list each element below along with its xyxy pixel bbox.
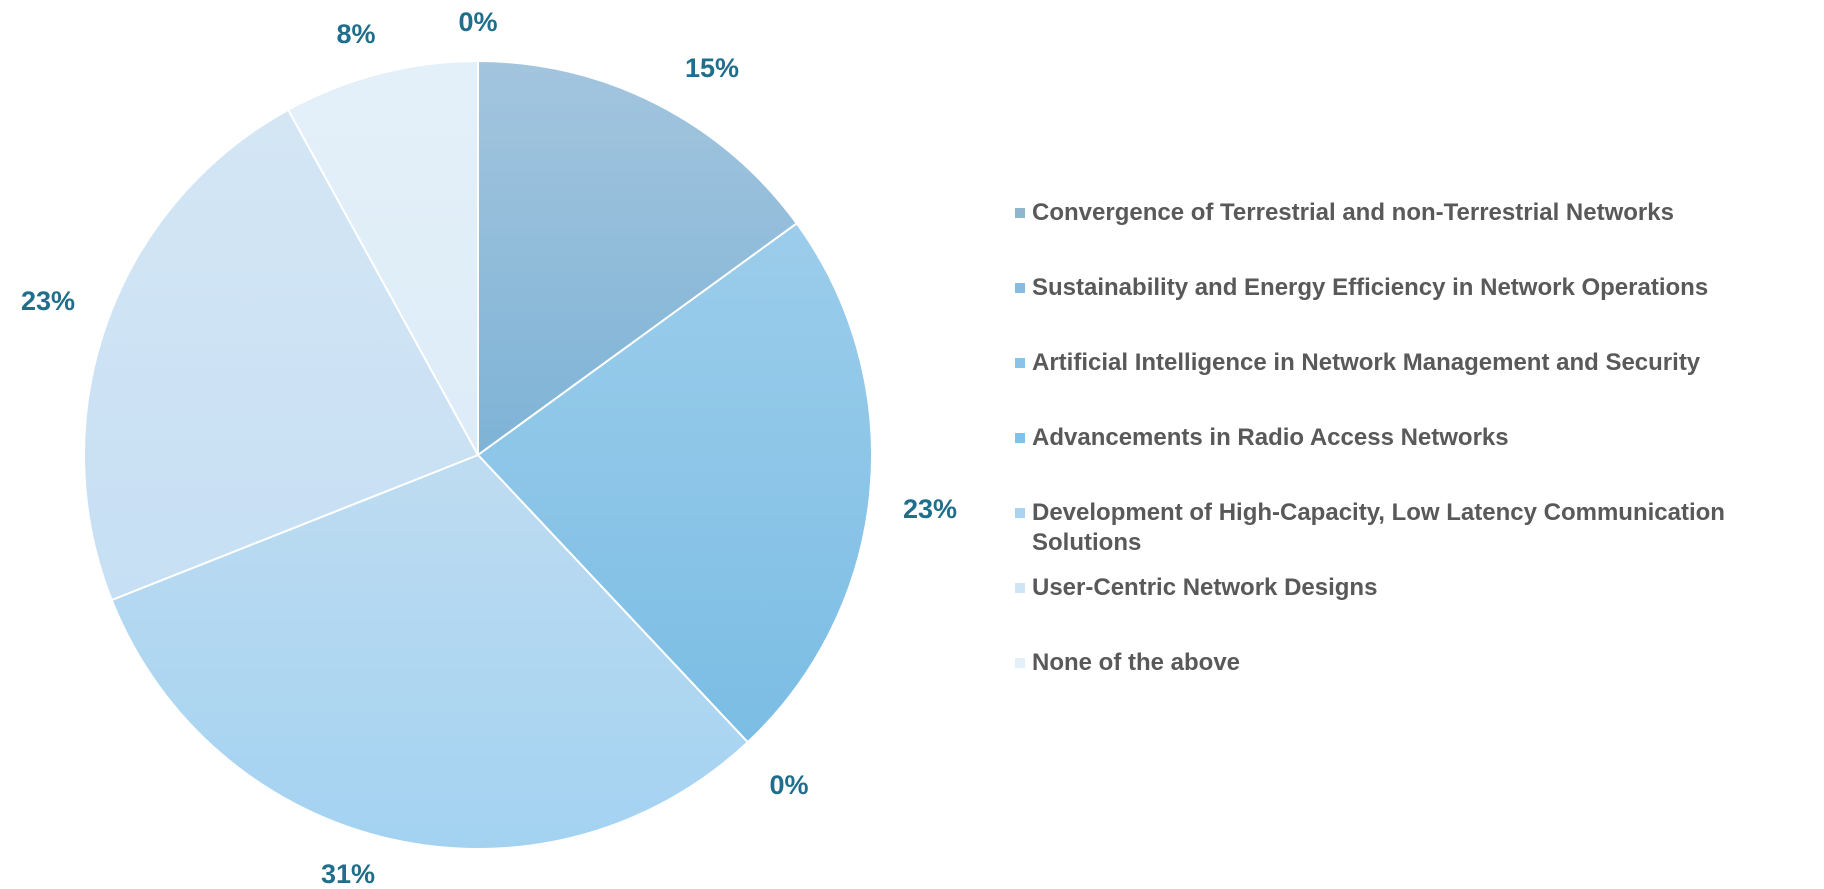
- legend-item: Advancements in Radio Access Networks: [1015, 423, 1822, 453]
- legend-label: Advancements in Radio Access Networks: [1032, 424, 1509, 451]
- slice-percent-label: 23%: [21, 286, 75, 316]
- legend-swatch: [1015, 508, 1025, 518]
- pie-slices: [83, 59, 873, 850]
- legend-label: User-Centric Network Designs: [1032, 574, 1378, 601]
- slice-percent-label: 0%: [769, 770, 808, 800]
- slice-percent-label: 0%: [458, 7, 497, 37]
- legend-swatch: [1015, 583, 1025, 593]
- pie-slice: [83, 108, 480, 602]
- slice-percent-label: 8%: [336, 19, 375, 49]
- legend-label: Convergence of Terrestrial and non-Terre…: [1032, 199, 1674, 226]
- legend-swatch: [1015, 208, 1025, 218]
- legend-swatch: [1015, 358, 1025, 368]
- slice-percent-label: 31%: [321, 859, 375, 889]
- legend-item: Sustainability and Energy Efficiency in …: [1015, 273, 1822, 303]
- pie-slice: [110, 453, 750, 850]
- pie-percent-labels: 15% 23% 0% 31% 23% 8% 0%: [21, 7, 957, 889]
- legend-swatch: [1015, 283, 1025, 293]
- legend-item: User-Centric Network Designs: [1015, 573, 1822, 603]
- slice-percent-label: 23%: [903, 494, 957, 524]
- slice-percent-label: 15%: [685, 53, 739, 83]
- legend-item: Convergence of Terrestrial and non-Terre…: [1015, 198, 1822, 228]
- legend-item: None of the above: [1015, 648, 1822, 678]
- legend-swatch: [1015, 658, 1025, 668]
- legend-label: None of the above: [1032, 649, 1241, 676]
- legend-label: Sustainability and Energy Efficiency in …: [1032, 274, 1709, 301]
- legend-item: Development of High-Capacity, Low Latenc…: [1015, 498, 1822, 558]
- legend-swatch: [1015, 433, 1025, 443]
- legend-item: Artificial Intelligence in Network Manag…: [1015, 348, 1822, 378]
- legend-label: Artificial Intelligence in Network Manag…: [1032, 349, 1701, 376]
- pie-slice: [477, 59, 799, 457]
- legend-label: Development of High-Capacity, Low Latenc…: [1032, 499, 1725, 556]
- pie-slice: [476, 222, 873, 744]
- pie-slice: [286, 59, 479, 456]
